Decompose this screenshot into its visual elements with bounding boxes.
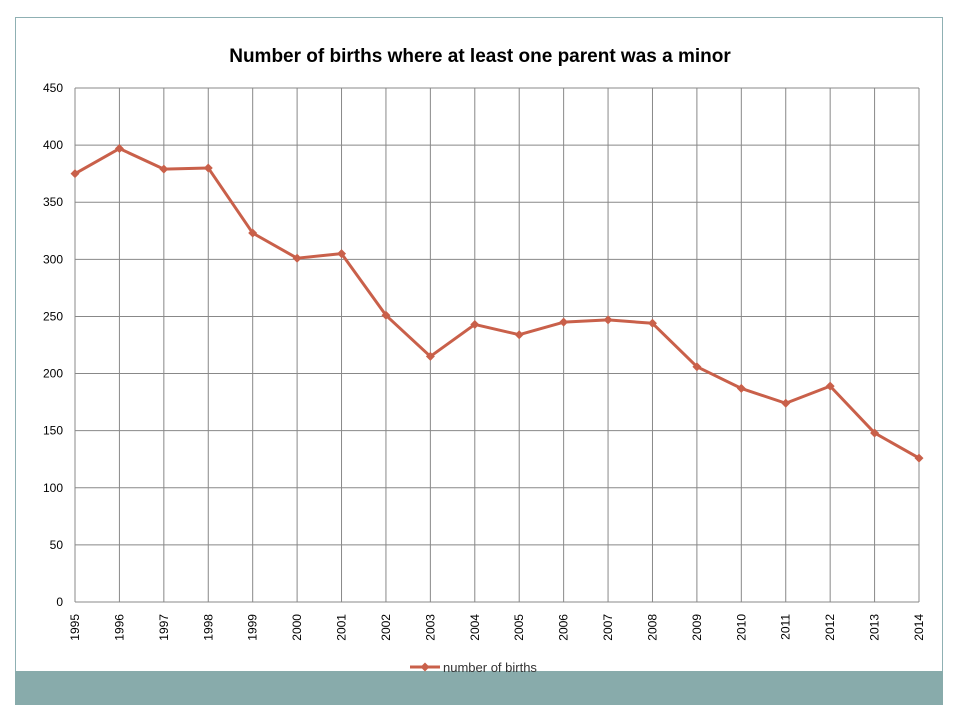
x-tick-label: 2011: [779, 614, 793, 640]
legend-swatch-marker: [420, 662, 430, 672]
data-point-marker: [825, 381, 835, 391]
data-point-marker: [425, 351, 435, 361]
x-tick-label: 2002: [379, 614, 393, 641]
data-point-marker: [381, 310, 391, 320]
x-tick-label: 2012: [823, 614, 837, 641]
legend: number of births: [410, 660, 537, 675]
x-tick-label: 1997: [157, 614, 171, 641]
slide-frame: [15, 17, 943, 705]
x-tick-label: 1998: [201, 614, 215, 641]
x-tick-label: 2008: [645, 614, 659, 641]
x-tick-label: 2013: [868, 614, 882, 641]
y-tick-label: 150: [43, 424, 63, 438]
axis-labels: 0 50 100 150 200 250 300 350 400 450 1995 1996 1997 1…: [43, 81, 926, 641]
series-line-number-of-births: [74, 147, 920, 460]
data-point-marker: [70, 169, 80, 179]
y-tick-label: 250: [43, 309, 63, 323]
y-tick-label: 450: [43, 81, 63, 95]
legend-label: number of births: [443, 660, 537, 675]
data-point-marker: [603, 315, 613, 325]
y-tick-label: 400: [43, 138, 63, 152]
y-tick-label: 100: [43, 481, 63, 495]
data-point-marker: [736, 383, 746, 393]
y-tick-label: 350: [43, 195, 63, 209]
x-tick-label: 2000: [290, 614, 304, 641]
x-tick-label: 2005: [512, 614, 526, 641]
data-point-marker: [559, 317, 569, 327]
data-point-marker: [692, 362, 702, 372]
series-layer: [70, 144, 924, 463]
y-tick-label: 200: [43, 367, 63, 381]
y-tick-label: 300: [43, 252, 63, 266]
data-point-marker: [248, 228, 258, 238]
x-tick-label: 2009: [690, 614, 704, 641]
x-tick-label: 2010: [734, 614, 748, 641]
data-point-marker: [292, 253, 302, 263]
chart-title: Number of births where at least one pare…: [229, 46, 731, 67]
data-point-marker: [114, 144, 124, 154]
data-point-marker: [337, 249, 347, 259]
footer-band: [15, 671, 943, 705]
grid-lines: [74, 87, 920, 603]
data-point-marker: [159, 164, 169, 174]
data-point-marker: [647, 318, 657, 328]
data-point-marker: [870, 428, 880, 438]
y-tick-label: 50: [50, 538, 64, 552]
x-tick-label: 1999: [246, 614, 260, 641]
data-point-marker: [914, 453, 924, 463]
x-tick-label: 2001: [335, 614, 349, 641]
x-tick-label: 1996: [112, 614, 126, 641]
x-tick-label: 2014: [912, 614, 926, 641]
data-point-marker: [203, 163, 213, 173]
x-tick-label: 1995: [68, 614, 82, 641]
x-tick-label: 2006: [557, 614, 571, 641]
x-tick-label: 2003: [423, 614, 437, 641]
data-point-marker: [514, 330, 524, 340]
x-tick-label: 2007: [601, 614, 615, 641]
y-tick-label: 0: [56, 595, 63, 609]
data-point-marker: [781, 398, 791, 408]
data-point-marker: [470, 319, 480, 329]
x-tick-label: 2004: [468, 614, 482, 641]
